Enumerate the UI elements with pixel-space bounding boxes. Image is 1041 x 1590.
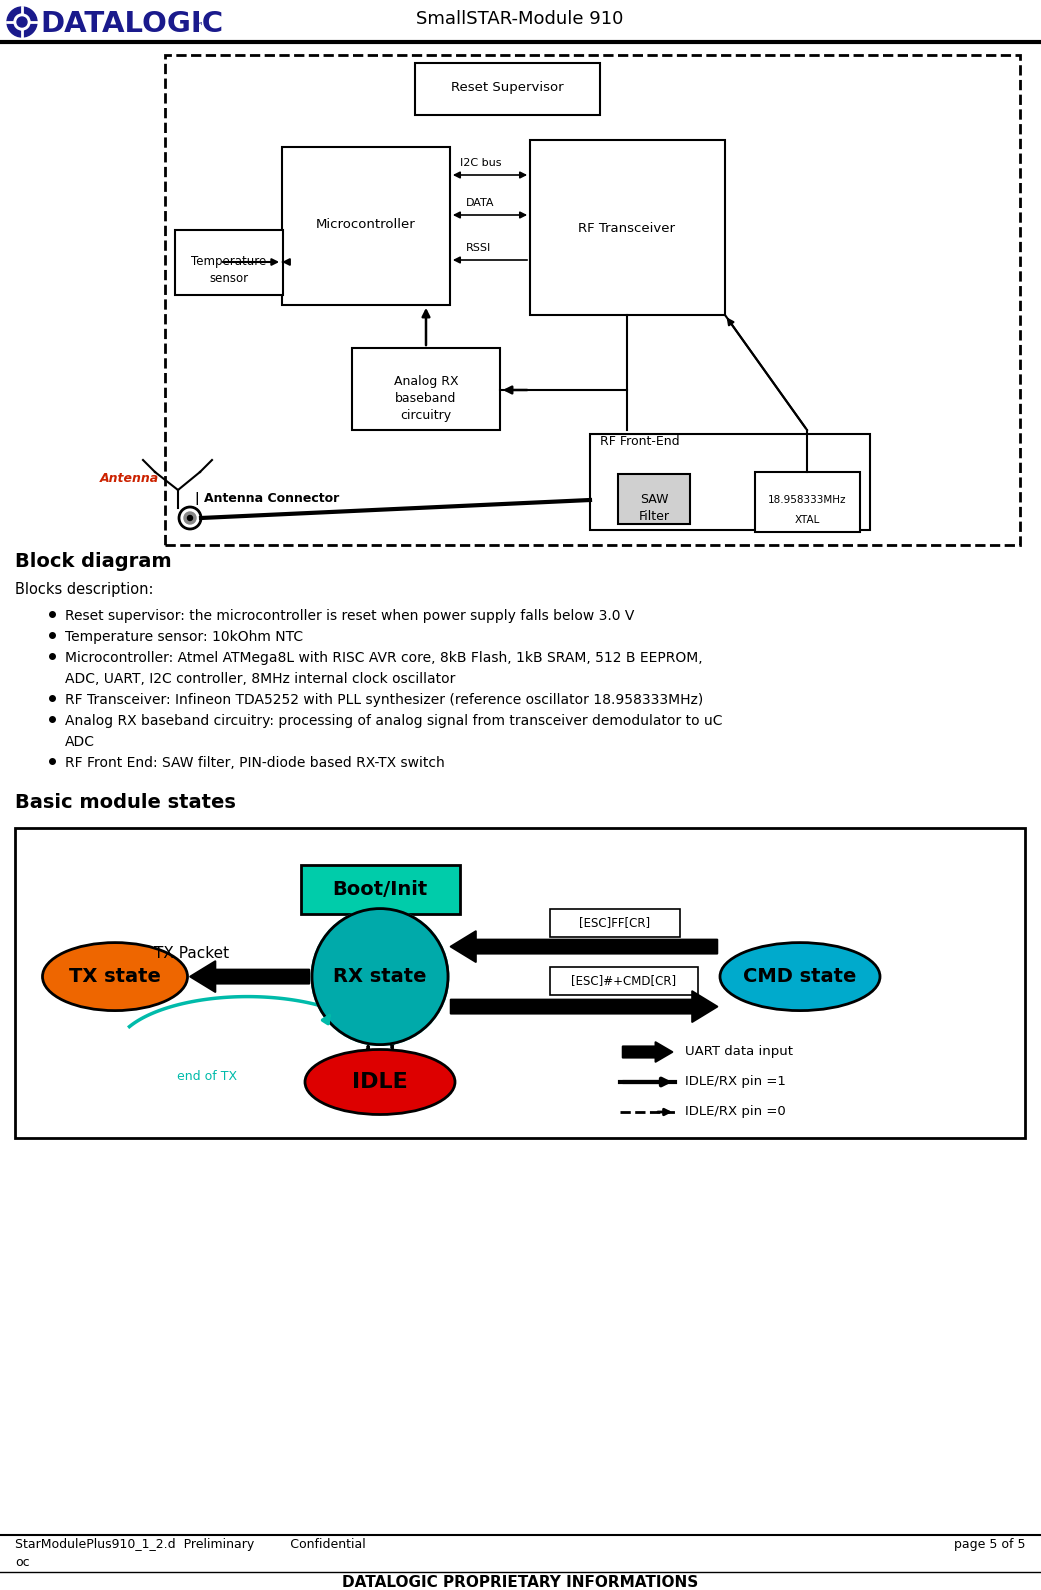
- Text: CMD state: CMD state: [743, 967, 857, 986]
- Text: RF Front-End: RF Front-End: [600, 436, 680, 448]
- Text: SmallSTAR-Module 910: SmallSTAR-Module 910: [416, 10, 624, 29]
- Bar: [550, 908, 680, 937]
- Text: circuitry: circuitry: [401, 409, 452, 421]
- Text: RF Front End: SAW filter, PIN-diode based RX-TX switch: RF Front End: SAW filter, PIN-diode base…: [65, 757, 445, 770]
- Text: IDLE/RX pin =1: IDLE/RX pin =1: [685, 1075, 786, 1089]
- Bar: [530, 140, 725, 315]
- Bar: [166, 56, 1020, 545]
- Text: IDLE/RX pin =0: IDLE/RX pin =0: [685, 1105, 786, 1118]
- Text: TX state: TX state: [69, 967, 161, 986]
- Text: Analog RX: Analog RX: [393, 375, 458, 388]
- Text: RF Transceiver: Infineon TDA5252 with PLL synthesizer (reference oscillator 18.9: RF Transceiver: Infineon TDA5252 with PL…: [65, 693, 704, 708]
- Ellipse shape: [305, 1049, 455, 1115]
- Text: [ESC]FF[CR]: [ESC]FF[CR]: [580, 916, 651, 929]
- Bar: [282, 146, 450, 305]
- Text: ADC, UART, I2C controller, 8MHz internal clock oscillator: ADC, UART, I2C controller, 8MHz internal…: [65, 673, 455, 687]
- Text: Temperature: Temperature: [192, 254, 266, 269]
- Circle shape: [7, 6, 37, 37]
- Text: sensor: sensor: [209, 272, 249, 285]
- Text: Microcontroller: Atmel ATMega8L with RISC AVR core, 8kB Flash, 1kB SRAM, 512 B E: Microcontroller: Atmel ATMega8L with RIS…: [65, 652, 703, 665]
- Circle shape: [17, 17, 27, 27]
- Bar: [352, 348, 500, 429]
- Text: UART data input: UART data input: [685, 1046, 793, 1059]
- Text: StarModulePlus910_1_2.d  Preliminary         Confidential: StarModulePlus910_1_2.d Preliminary Conf…: [15, 1538, 365, 1550]
- FancyArrowPatch shape: [451, 991, 717, 1022]
- Text: Blocks description:: Blocks description:: [15, 582, 153, 596]
- Text: RX state: RX state: [333, 967, 427, 986]
- Circle shape: [184, 512, 196, 525]
- Text: Analog RX baseband circuitry: processing of analog signal from transceiver demod: Analog RX baseband circuitry: processing…: [65, 714, 722, 728]
- Text: Temperature sensor: 10kOhm NTC: Temperature sensor: 10kOhm NTC: [65, 630, 303, 644]
- Bar: [175, 231, 283, 296]
- Ellipse shape: [43, 943, 187, 1011]
- FancyArrowPatch shape: [191, 962, 309, 992]
- Text: I2C bus: I2C bus: [460, 157, 502, 169]
- Bar: [415, 64, 600, 114]
- Ellipse shape: [720, 943, 880, 1011]
- Text: [ESC]#+CMD[CR]: [ESC]#+CMD[CR]: [572, 975, 677, 987]
- Text: Reset Supervisor: Reset Supervisor: [451, 81, 563, 94]
- Bar: [550, 967, 699, 995]
- Bar: [618, 474, 690, 525]
- Text: DATALOGIC: DATALOGIC: [40, 10, 223, 38]
- Text: oc: oc: [15, 1557, 29, 1569]
- Text: page 5 of 5: page 5 of 5: [954, 1538, 1025, 1550]
- Text: Block diagram: Block diagram: [15, 552, 172, 571]
- Circle shape: [187, 515, 193, 520]
- Text: end of TX: end of TX: [177, 1070, 237, 1083]
- Text: ADC: ADC: [65, 735, 95, 749]
- Text: Microcontroller: Microcontroller: [316, 218, 415, 231]
- Circle shape: [312, 908, 448, 1045]
- Text: Basic module states: Basic module states: [15, 793, 236, 812]
- Circle shape: [14, 14, 30, 30]
- Text: ™: ™: [192, 22, 203, 32]
- Text: IDLE: IDLE: [352, 1072, 408, 1092]
- Text: baseband: baseband: [396, 393, 457, 405]
- Text: XTAL: XTAL: [794, 515, 819, 525]
- FancyArrowPatch shape: [451, 932, 717, 962]
- Text: | Antenna Connector: | Antenna Connector: [195, 491, 339, 506]
- Bar: [590, 434, 870, 529]
- FancyBboxPatch shape: [301, 865, 459, 914]
- Bar: [15, 828, 1025, 1138]
- Text: RF Transceiver: RF Transceiver: [579, 221, 676, 234]
- Text: TX Packet: TX Packet: [154, 946, 230, 960]
- Text: DATALOGIC PROPRIETARY INFORMATIONS: DATALOGIC PROPRIETARY INFORMATIONS: [341, 1576, 699, 1590]
- Text: SAW: SAW: [640, 493, 668, 506]
- Text: Reset supervisor: the microcontroller is reset when power supply falls below 3.0: Reset supervisor: the microcontroller is…: [65, 609, 634, 623]
- FancyArrowPatch shape: [623, 1043, 672, 1062]
- Text: Boot/Init: Boot/Init: [332, 881, 428, 900]
- Bar: [755, 472, 860, 533]
- Text: Antenna: Antenna: [100, 472, 159, 485]
- Text: Filter: Filter: [638, 510, 669, 523]
- Text: 18.958333MHz: 18.958333MHz: [768, 494, 846, 506]
- Text: RSSI: RSSI: [466, 243, 491, 253]
- Text: DATA: DATA: [466, 199, 494, 208]
